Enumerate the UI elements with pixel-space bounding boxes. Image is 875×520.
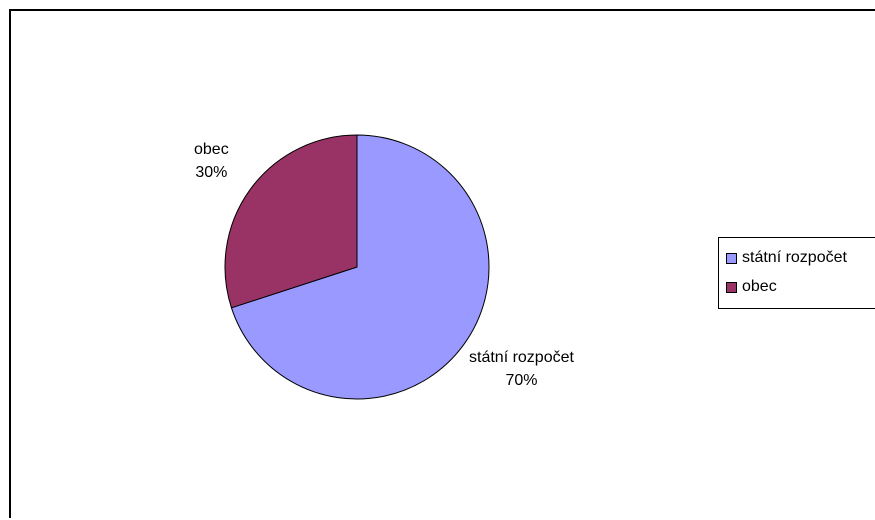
chart-area: obec 30% státní rozpočet 70% státní rozp… <box>9 9 875 518</box>
slice-label-name: státní rozpočet <box>469 349 574 366</box>
legend: státní rozpočet obec <box>718 237 875 309</box>
legend-label: obec <box>742 278 777 295</box>
legend-swatch <box>726 252 737 264</box>
slice-label-percent: 30% <box>195 164 228 181</box>
legend-item-obec: obec <box>726 277 777 297</box>
slice-label-name: obec <box>194 141 229 158</box>
pie-slice-statni-rozpocet <box>230 134 490 400</box>
pie-slice-obec <box>224 134 358 309</box>
slice-label-statni-rozpocet: státní rozpočet 70% <box>469 346 574 392</box>
legend-label: státní rozpočet <box>742 249 847 266</box>
legend-item-statni-rozpocet: státní rozpočet <box>726 248 847 268</box>
slice-label-percent: 70% <box>505 372 538 389</box>
slice-label-obec: obec 30% <box>194 138 229 184</box>
pie-plot <box>224 134 490 400</box>
legend-swatch <box>726 281 737 293</box>
